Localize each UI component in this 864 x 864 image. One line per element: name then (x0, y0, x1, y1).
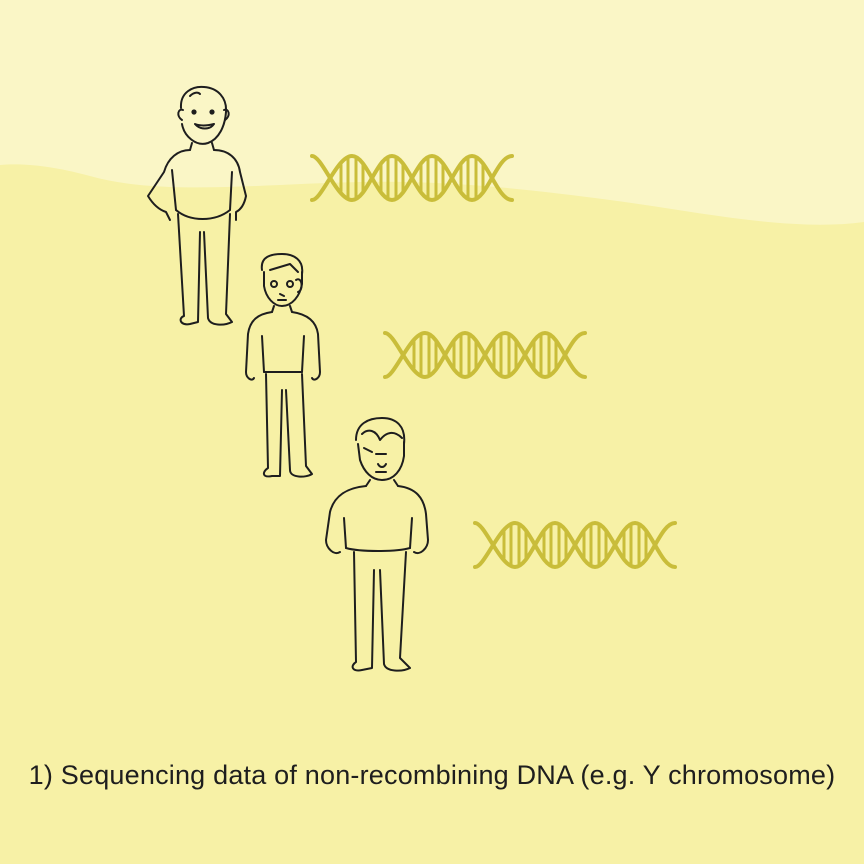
middle-man-figure (245, 253, 321, 478)
older-man-figure (147, 85, 247, 326)
background-wave (0, 0, 864, 225)
caption-text: 1) Sequencing data of non-recombining DN… (28, 760, 836, 790)
young-man-figure (325, 417, 429, 672)
